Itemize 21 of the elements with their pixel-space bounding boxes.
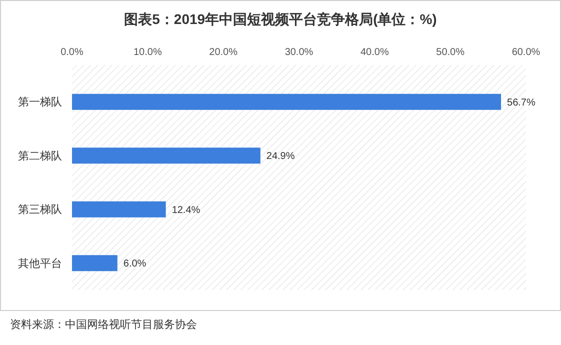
x-tick-label: 20.0% <box>209 47 238 58</box>
y-tick-label: 第三梯队 <box>18 204 62 216</box>
y-tick-label: 第一梯队 <box>18 96 62 109</box>
data-label: 56.7% <box>507 97 536 108</box>
x-tick-label: 40.0% <box>360 47 389 58</box>
text: 资料来源：中国网络视听节目服务协会 <box>10 318 197 331</box>
chart-title: 图表5：2019年中国短视频平台竞争格局(单位：%) <box>124 11 437 27</box>
x-tick-label: 10.0% <box>133 47 162 58</box>
bar <box>72 201 166 218</box>
x-tick-label: 50.0% <box>436 47 465 58</box>
y-tick-label: 其他平台 <box>18 256 62 270</box>
bar <box>72 148 260 164</box>
data-label: 6.0% <box>123 258 146 270</box>
x-tick-label: 30.0% <box>284 47 314 58</box>
x-tick-label: 0.0% <box>60 47 84 58</box>
y-tick-label: 第二梯队 <box>18 150 62 162</box>
bar <box>72 94 502 110</box>
bar <box>72 255 118 272</box>
x-tick-label: 60.0% <box>512 47 540 58</box>
data-label: 24.9% <box>266 151 295 162</box>
data-label: 12.4% <box>172 204 200 216</box>
